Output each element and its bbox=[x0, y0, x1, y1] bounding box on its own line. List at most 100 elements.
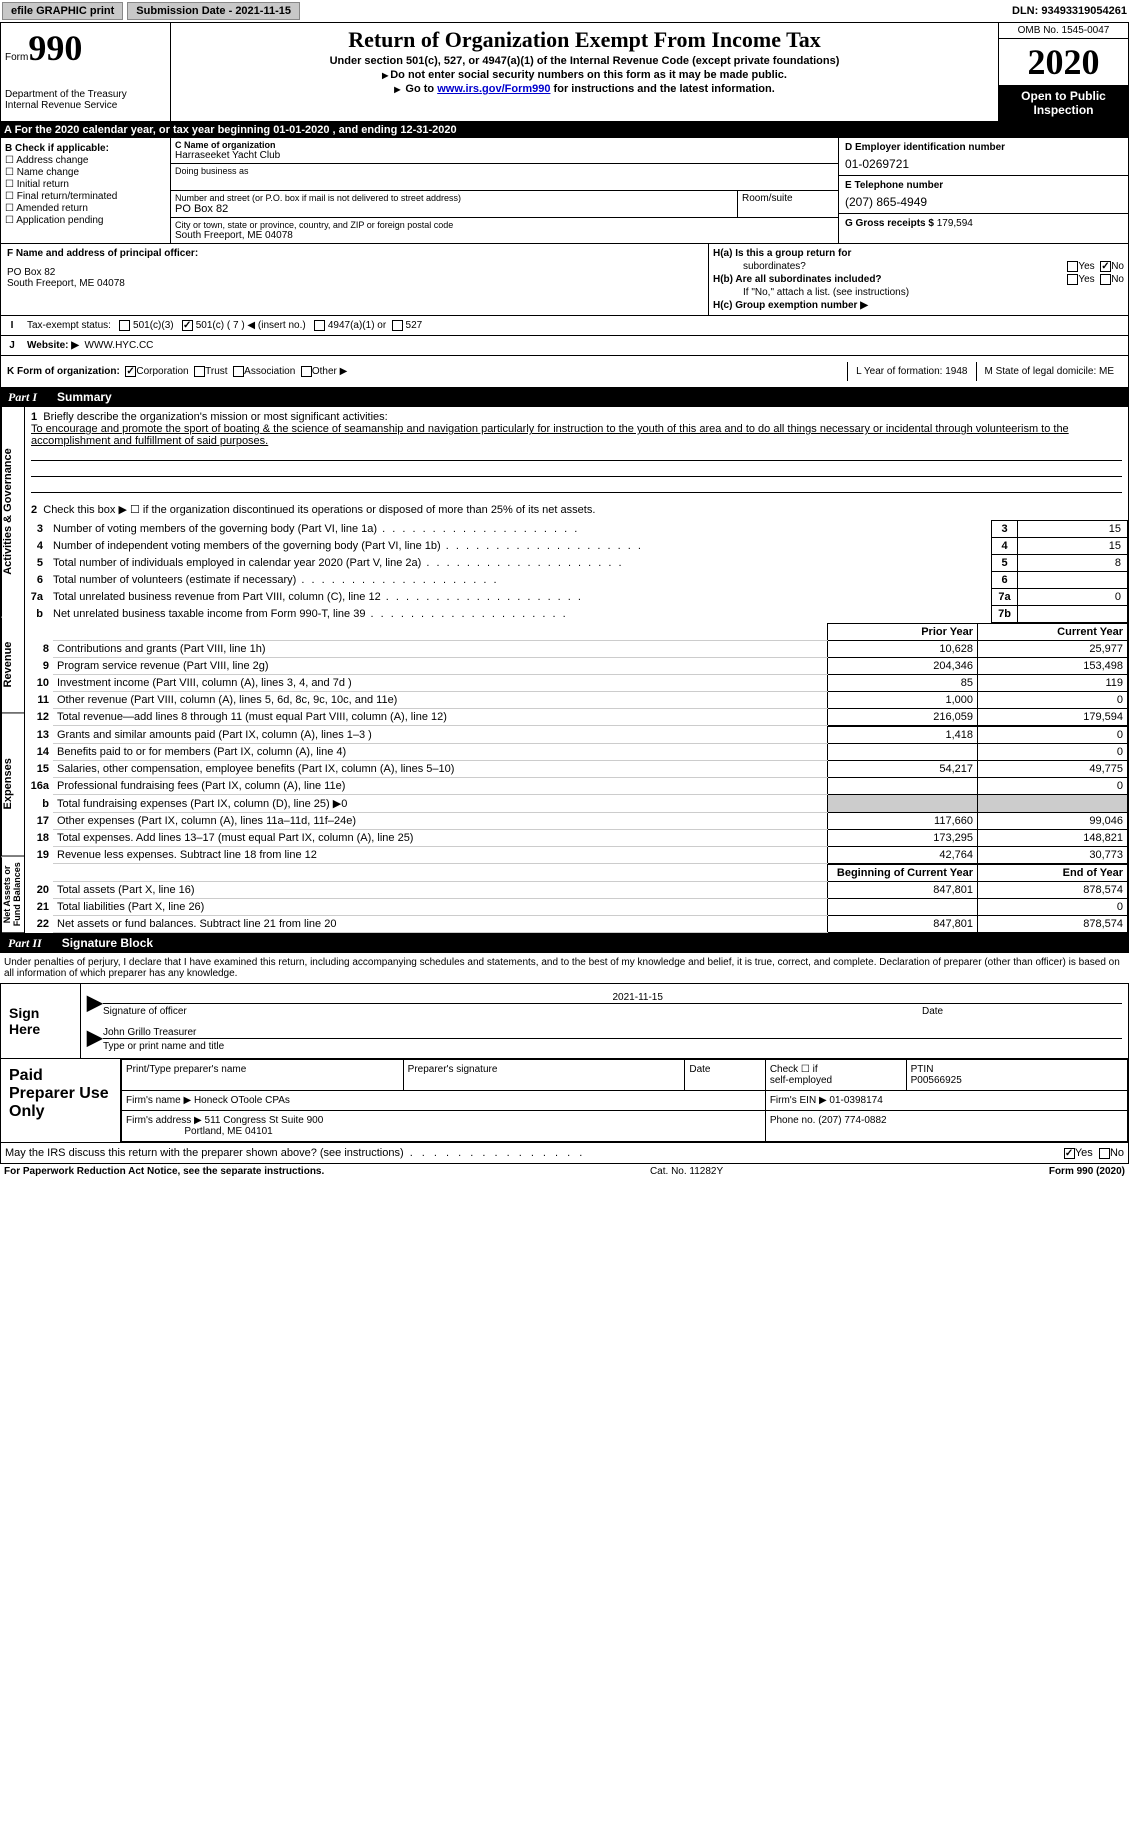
ptin-value: P00566925 bbox=[911, 1075, 962, 1086]
firm-ein: 01-0398174 bbox=[829, 1095, 882, 1106]
f-line1: PO Box 82 bbox=[7, 267, 702, 278]
preparer-block: Paid Preparer Use Only Print/Type prepar… bbox=[0, 1059, 1129, 1143]
dept-text: Department of the Treasury Internal Reve… bbox=[5, 89, 166, 111]
may-yes-check[interactable] bbox=[1064, 1148, 1075, 1159]
chk-amended[interactable]: Amended return bbox=[5, 203, 166, 214]
i-501c3[interactable] bbox=[119, 320, 130, 331]
city-label: City or town, state or province, country… bbox=[175, 220, 834, 230]
chk-final[interactable]: Final return/terminated bbox=[5, 191, 166, 202]
submission-button[interactable]: Submission Date - 2021-11-15 bbox=[127, 2, 300, 20]
box-b: B Check if applicable: Address change Na… bbox=[1, 138, 171, 243]
revenue-table: Prior YearCurrent Year8Contributions and… bbox=[25, 623, 1128, 726]
sign-date: 2021-11-15 bbox=[613, 992, 1123, 1003]
firm-addr1: 511 Congress St Suite 900 bbox=[205, 1115, 324, 1126]
k-trust[interactable] bbox=[194, 366, 205, 377]
part2-header: Part II Signature Block bbox=[0, 934, 1129, 953]
row-j: J Website: ▶ WWW.HYC.CC bbox=[0, 336, 1129, 356]
footer-center: Cat. No. 11282Y bbox=[650, 1166, 723, 1177]
preparer-label: Paid Preparer Use Only bbox=[1, 1059, 121, 1142]
dln-text: DLN: 93493319054261 bbox=[1012, 5, 1127, 17]
box-d: D Employer identification number 01-0269… bbox=[838, 138, 1128, 243]
hb-yes-check[interactable] bbox=[1067, 274, 1078, 285]
mission-text: To encourage and promote the sport of bo… bbox=[31, 423, 1069, 447]
f-label: F Name and address of principal officer: bbox=[7, 248, 702, 259]
expense-table: 13Grants and similar amounts paid (Part … bbox=[25, 726, 1128, 864]
efile-button[interactable]: efile GRAPHIC print bbox=[2, 2, 123, 20]
irs-link[interactable]: www.irs.gov/Form990 bbox=[437, 83, 550, 95]
ha-yes-check[interactable] bbox=[1067, 261, 1078, 272]
q2-block: 2 Check this box ▶ ☐ if the organization… bbox=[25, 499, 1128, 520]
org-name: Harraseeket Yacht Club bbox=[175, 150, 834, 161]
sign-here-label: Sign Here bbox=[1, 984, 81, 1058]
part1-header: Part I Summary bbox=[0, 388, 1129, 407]
omb-number: OMB No. 1545-0047 bbox=[999, 23, 1128, 39]
firm-addr2: Portland, ME 04101 bbox=[184, 1126, 272, 1137]
row-i: I Tax-exempt status: 501(c)(3) 501(c) ( … bbox=[0, 316, 1129, 336]
open-public: Open to Public Inspection bbox=[999, 85, 1128, 121]
street-value: PO Box 82 bbox=[175, 203, 733, 215]
chk-name[interactable]: Name change bbox=[5, 167, 166, 178]
k-other[interactable] bbox=[301, 366, 312, 377]
sig-arrow-icon-2: ▶ bbox=[87, 1025, 103, 1052]
header-sub2: Do not enter social security numbers on … bbox=[175, 69, 994, 81]
page-footer: For Paperwork Reduction Act Notice, see … bbox=[0, 1164, 1129, 1179]
may-discuss-row: May the IRS discuss this return with the… bbox=[0, 1143, 1129, 1164]
prep-sig-label: Preparer's signature bbox=[403, 1060, 685, 1091]
row-k: K Form of organization: Corporation Trus… bbox=[0, 356, 1129, 388]
may-no-check[interactable] bbox=[1099, 1148, 1110, 1159]
ein-value: 01-0269721 bbox=[845, 157, 1122, 171]
vtab-expenses: Expenses bbox=[1, 713, 25, 857]
form-title: Return of Organization Exempt From Incom… bbox=[175, 27, 994, 53]
vertical-tabs: Activities & Governance Revenue Expenses… bbox=[1, 407, 25, 933]
footer-left: For Paperwork Reduction Act Notice, see … bbox=[4, 1166, 324, 1177]
city-value: South Freeport, ME 04078 bbox=[175, 230, 834, 241]
k-assoc[interactable] bbox=[233, 366, 244, 377]
firm-phone: (207) 774-0882 bbox=[818, 1115, 886, 1126]
sig-arrow-icon: ▶ bbox=[87, 990, 103, 1017]
prep-name-label: Print/Type preparer's name bbox=[122, 1060, 404, 1091]
vtab-netassets: Net Assets or Fund Balances bbox=[1, 857, 25, 933]
form-header: Form990 Department of the Treasury Inter… bbox=[0, 23, 1129, 122]
i-501c[interactable] bbox=[182, 320, 193, 331]
tax-year: 2020 bbox=[999, 39, 1128, 85]
section-a: A For the 2020 calendar year, or tax yea… bbox=[0, 122, 1129, 138]
summary-body: Activities & Governance Revenue Expenses… bbox=[0, 407, 1129, 934]
org-name-label: C Name of organization bbox=[175, 140, 834, 150]
tel-label: E Telephone number bbox=[845, 180, 1122, 191]
sig-officer-label: Signature of officer bbox=[103, 1006, 922, 1017]
box-c: C Name of organization Harraseeket Yacht… bbox=[171, 138, 838, 243]
website-value: WWW.HYC.CC bbox=[85, 340, 154, 351]
bcd-row: B Check if applicable: Address change Na… bbox=[0, 138, 1129, 244]
gross-label: G Gross receipts $ bbox=[845, 218, 934, 229]
k-corp[interactable] bbox=[125, 366, 136, 377]
prep-date-label: Date bbox=[685, 1060, 765, 1091]
dba-label: Doing business as bbox=[175, 166, 834, 176]
ha-no-check[interactable] bbox=[1100, 261, 1111, 272]
i-4947[interactable] bbox=[314, 320, 325, 331]
sig-date-label: Date bbox=[922, 1006, 1122, 1017]
box-h: H(a) Is this a group return for subordin… bbox=[708, 244, 1128, 315]
top-bar: efile GRAPHIC print Submission Date - 20… bbox=[0, 0, 1129, 23]
vtab-governance: Activities & Governance bbox=[1, 407, 25, 617]
box-f: F Name and address of principal officer:… bbox=[1, 244, 708, 315]
row-l: L Year of formation: 1948 bbox=[847, 362, 975, 381]
ein-label: D Employer identification number bbox=[845, 142, 1122, 153]
box-b-hdr: B Check if applicable: bbox=[5, 143, 166, 154]
gross-value: 179,594 bbox=[937, 218, 973, 229]
chk-initial[interactable]: Initial return bbox=[5, 179, 166, 190]
form-label: Form bbox=[5, 52, 28, 63]
chk-pending[interactable]: Application pending bbox=[5, 215, 166, 226]
street-label: Number and street (or P.O. box if mail i… bbox=[175, 193, 733, 203]
hb-no-check[interactable] bbox=[1100, 274, 1111, 285]
i-527[interactable] bbox=[392, 320, 403, 331]
row-m: M State of legal domicile: ME bbox=[976, 362, 1123, 381]
netassets-table: Beginning of Current YearEnd of Year20To… bbox=[25, 864, 1128, 933]
chk-address[interactable]: Address change bbox=[5, 155, 166, 166]
q1-block: 1 Briefly describe the organization's mi… bbox=[25, 407, 1128, 499]
sign-here-block: Sign Here ▶ 2021-11-15 Signature of offi… bbox=[0, 983, 1129, 1059]
signer-name: John Grillo Treasurer bbox=[103, 1027, 1122, 1038]
tel-value: (207) 865-4949 bbox=[845, 195, 1122, 209]
firm-name: Honeck OToole CPAs bbox=[194, 1095, 290, 1106]
vtab-revenue: Revenue bbox=[1, 617, 25, 713]
f-line2: South Freeport, ME 04078 bbox=[7, 278, 702, 289]
